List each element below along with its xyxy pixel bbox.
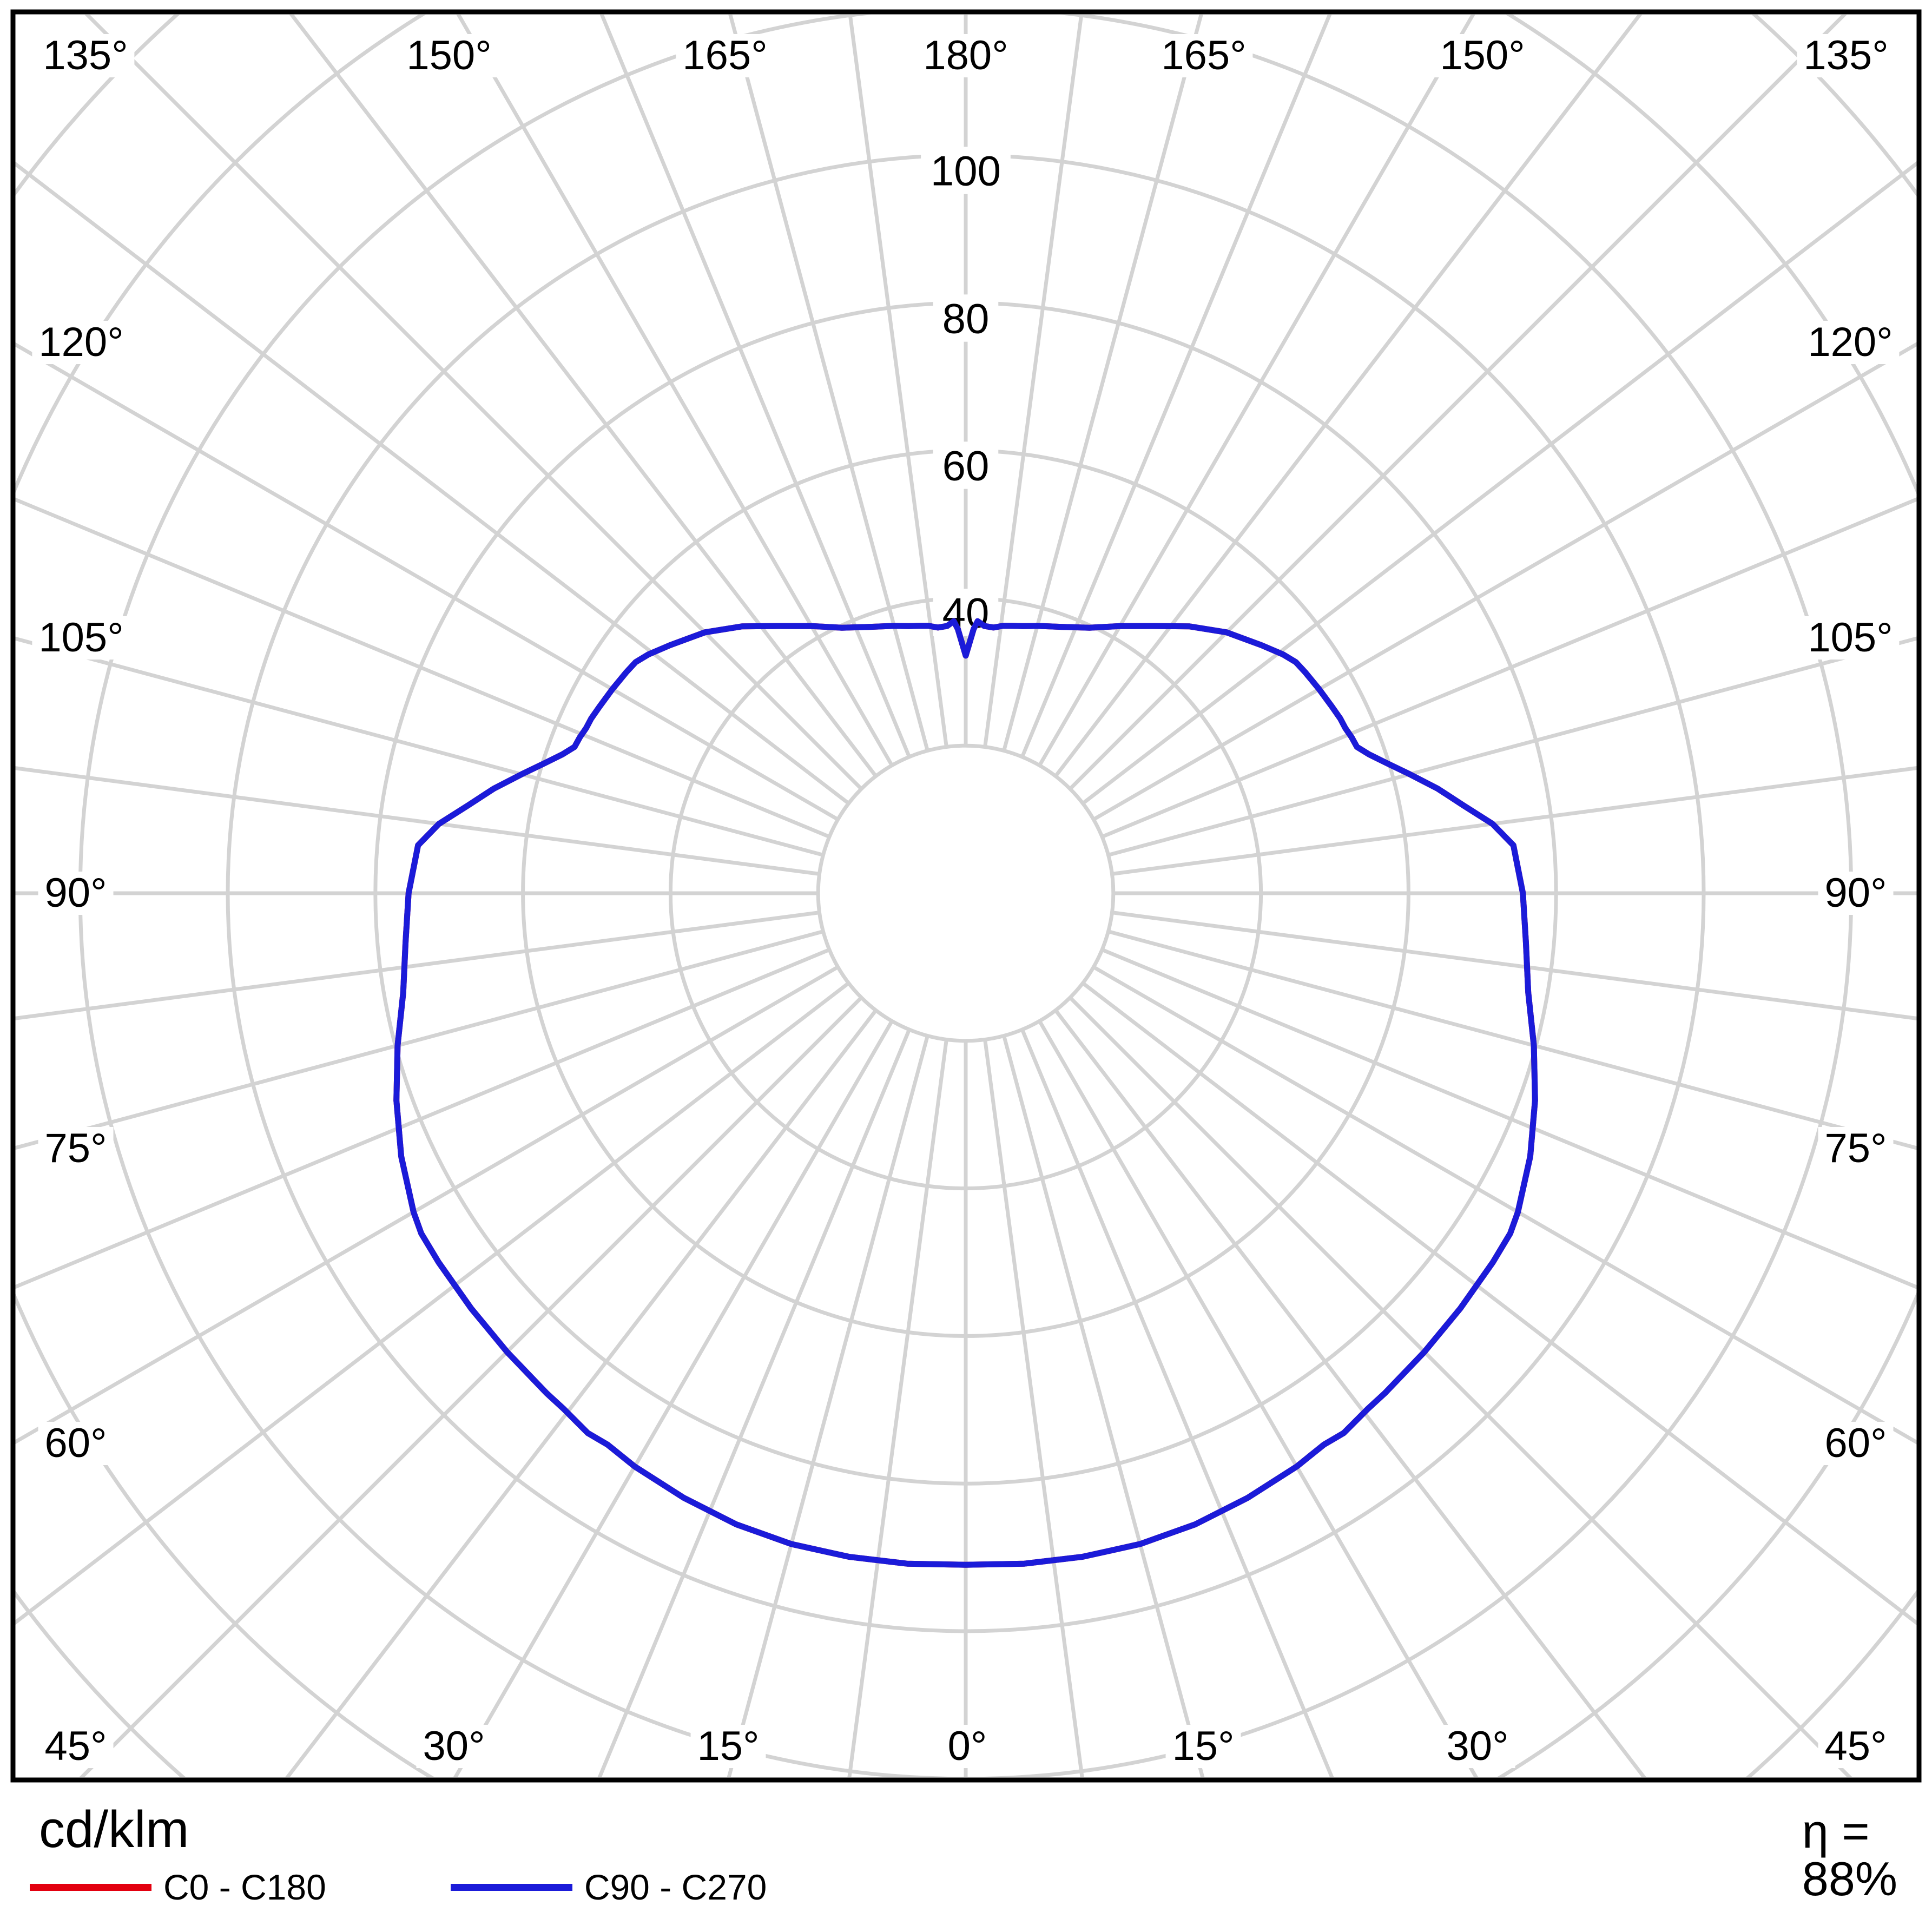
angle-label-top-165: 165° — [1155, 34, 1253, 77]
curve-c90-c270 — [393, 618, 1538, 1568]
grid-spoke-262.5 — [15, 766, 820, 876]
grid-ring-20 — [816, 743, 1116, 1043]
legend-item-c0-c180: C0 - C180 — [30, 1869, 326, 1905]
grid-spoke-255 — [15, 636, 824, 857]
grid-spoke-97.5 — [1112, 766, 1917, 876]
grid-spoke-300 — [15, 965, 839, 1445]
angle-label-left-75: 75° — [38, 1127, 114, 1170]
grid-spoke-52.5 — [1082, 981, 1917, 1626]
grid-spoke-277.5 — [15, 911, 820, 1020]
grid-spoke-82.5 — [1112, 911, 1917, 1020]
angle-label-top-135: 135° — [36, 34, 135, 77]
angle-label-right-105: 105° — [1801, 616, 1900, 660]
grid-spoke-142.5 — [1054, 15, 1643, 777]
angle-label-left-45: 45° — [38, 1725, 114, 1768]
angle-label-bottom-30: 30° — [1440, 1725, 1515, 1768]
radial-label-bg-60 — [933, 441, 999, 489]
efficiency-label: η = 88% — [1802, 1804, 1898, 1905]
grid-spoke-307.5 — [15, 981, 850, 1625]
angle-label-top-150: 150° — [1433, 34, 1532, 77]
grid-spoke-187.5 — [848, 15, 948, 747]
grid-spoke-105 — [1107, 636, 1917, 857]
grid-spoke-285 — [15, 929, 824, 1150]
legend-label-c90-c270: C90 - C270 — [584, 1867, 767, 1907]
grid-spoke-352.5 — [847, 1039, 948, 1777]
angle-label-bottom-15: 15° — [1165, 1725, 1241, 1768]
radial-label-bg-80 — [933, 294, 999, 342]
angle-label-left-90: 90° — [38, 872, 114, 915]
radial-label-100: 100 — [931, 147, 1001, 194]
grid-spoke-165 — [1002, 15, 1203, 751]
grid-spoke-112.5 — [1101, 497, 1917, 839]
angle-label-right-45: 45° — [1818, 1725, 1894, 1768]
unit-label: cd/klm — [39, 1801, 189, 1858]
grid-spoke-172.5 — [983, 15, 1084, 747]
grid-spoke-315 — [79, 996, 863, 1777]
legend: C0 - C180 C90 - C270 — [30, 1869, 767, 1905]
angle-label-right-75: 75° — [1818, 1127, 1894, 1170]
radial-label-80: 80 — [942, 294, 990, 342]
grid-spoke-210 — [456, 15, 894, 767]
grid-spoke-232.5 — [15, 161, 850, 805]
angle-label-right-90: 90° — [1818, 872, 1894, 915]
grid-spoke-247.5 — [15, 497, 830, 839]
radial-label-40: 40 — [942, 589, 990, 636]
plot-frame — [10, 9, 1922, 1783]
grid-spoke-30 — [1038, 1020, 1479, 1777]
grid-spoke-7.5 — [983, 1039, 1084, 1777]
grid-spoke-292.5 — [15, 948, 830, 1289]
angle-label-right-120: 120° — [1801, 321, 1900, 364]
angle-label-bottom-15: 15° — [690, 1725, 766, 1768]
angle-label-left-60: 60° — [38, 1422, 114, 1465]
grid-spoke-37.5 — [1054, 1009, 1647, 1777]
angle-label-left-120: 120° — [32, 321, 130, 364]
grid-spoke-127.5 — [1082, 161, 1917, 805]
grid-spoke-322.5 — [285, 1009, 878, 1777]
grid-spoke-75 — [1107, 929, 1917, 1150]
intensity-curves — [393, 618, 1538, 1568]
grid-spoke-330 — [453, 1020, 894, 1777]
legend-label-c0-c180: C0 - C180 — [163, 1867, 326, 1907]
grid-spoke-60 — [1092, 965, 1917, 1445]
angle-label-top-135: 135° — [1797, 34, 1895, 77]
grid-spoke-217.5 — [289, 15, 878, 777]
grid-spoke-337.5 — [597, 1028, 911, 1777]
angle-label-top-150: 150° — [400, 34, 498, 77]
angle-label-top-165: 165° — [676, 34, 774, 77]
angle-label-right-60: 60° — [1818, 1422, 1894, 1465]
radial-label-60: 60 — [942, 441, 990, 489]
grid-spoke-45 — [1069, 996, 1852, 1777]
angle-label-bottom-30: 30° — [416, 1725, 492, 1768]
grid-spoke-157.5 — [1020, 15, 1332, 758]
angle-label-left-105: 105° — [32, 616, 130, 660]
grid-spoke-195 — [728, 15, 929, 751]
angle-label-top-180: 180° — [916, 34, 1015, 77]
legend-swatch-blue-line — [450, 1883, 572, 1891]
grid-spoke-202.5 — [599, 15, 911, 758]
grid-spoke-22.5 — [1020, 1028, 1334, 1777]
legend-swatch-red-line — [30, 1883, 151, 1891]
grid-spoke-150 — [1038, 15, 1475, 767]
grid-spoke-120 — [1092, 341, 1917, 821]
grid-spoke-67.5 — [1101, 948, 1917, 1289]
grid-spoke-345 — [727, 1035, 929, 1777]
grid-spoke-240 — [15, 342, 839, 821]
legend-item-c90-c270: C90 - C270 — [450, 1867, 767, 1907]
angle-label-bottom-0: 0° — [941, 1725, 994, 1768]
grid-spoke-15 — [1002, 1035, 1205, 1777]
radial-label-bg-100 — [921, 147, 1011, 194]
